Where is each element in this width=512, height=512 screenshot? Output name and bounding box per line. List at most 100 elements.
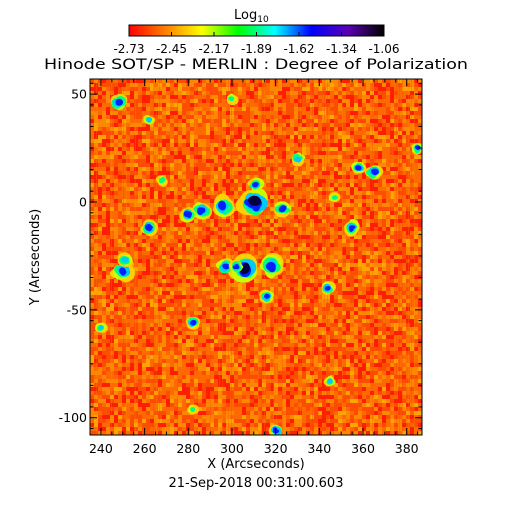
noise-streak [324,79,325,435]
polarization-patch [351,161,367,174]
polarization-patch [328,191,341,203]
patch-blob [218,200,226,210]
noise-streak [159,79,160,435]
noise-streak [282,79,283,435]
noise-streak [414,79,415,435]
patch-blob [121,269,127,275]
noise-streak [264,79,265,435]
patch-blob [147,117,153,122]
polarization-patch [268,424,283,435]
timestamp: 21-Sep-2018 00:31:00.603 [169,476,344,491]
polarization-patch [140,219,158,237]
plot-title: Hinode SOT/SP - MERLIN : Degree of Polar… [44,57,468,73]
y-tick-label: -100 [59,410,87,425]
noise-streak [228,79,229,435]
colorbar-tick-label: -1.06 [368,42,399,56]
polarization-patch [187,404,199,415]
patch-blob [116,99,123,105]
noise-layer [90,79,422,435]
noise-streak [258,79,259,435]
polarization-patch [228,260,244,273]
patch-blob [232,265,239,270]
colorbar-tick-label: -2.73 [113,42,144,56]
patch-blob [229,96,234,102]
patch-blob [99,325,104,329]
polarization-patch [235,187,268,216]
patch-blob [355,165,362,171]
polarization-map [90,79,422,435]
colorbar-tick-label: -2.17 [198,42,229,56]
polarization-patch [192,202,213,220]
patch-blob [187,211,192,217]
polarization-patch [143,114,156,125]
patch-blob [331,195,338,200]
noise-streak [156,79,157,435]
x-tick-label: 240 [89,441,113,456]
x-tick-label: 260 [133,441,157,456]
patch-blob [146,225,152,232]
patch-blob [264,293,269,299]
polarization-patch [323,375,336,387]
polarization-patch [179,206,196,223]
y-tick-label: 50 [71,87,87,102]
polarization-patch [226,93,239,106]
noise-streak [153,79,154,435]
polarization-patch [155,175,168,187]
noise-streak [111,79,112,435]
polarization-patch [344,219,360,237]
patch-blob [242,262,250,274]
noise-streak [210,79,211,435]
noise-streak [411,79,412,435]
x-axis: 240 260 280 300 320 340 360 380 [89,79,419,456]
noise-streak [135,79,136,435]
noise-layer [90,79,422,435]
patch-blob [200,207,206,214]
y-axis: 50 0 -50 -100 [59,82,422,430]
noise-layer [90,79,422,435]
x-tick-label: 280 [176,441,200,456]
polarization-patch [364,165,384,180]
noise-streak [312,79,313,435]
polarization-patch [259,289,274,304]
patch-blob [294,157,301,163]
noise-layer [90,79,422,435]
polarization-patch [291,152,306,167]
x-tick-label: 360 [351,441,375,456]
noise-streak [390,79,391,435]
polarization-patch [110,93,128,110]
patch-blob [248,195,261,205]
y-tick-label: -50 [67,302,87,317]
plot-frame [89,78,423,436]
x-axis-label: X (Arcseconds) [207,457,304,472]
polarization-patch [94,322,108,333]
patch-blob [415,145,420,150]
polarization-patch [185,316,201,330]
x-tick-label: 380 [395,441,419,456]
polarization-patch [411,143,422,155]
noise-streak [402,79,403,435]
polarization-patch [259,252,284,279]
patch-blob [371,169,379,175]
patch-blob [161,176,166,183]
colorbar-label-subscript: 10 [257,15,269,25]
colorbar-ticks: -2.73 -2.45 -2.17 -1.89 -1.62 -1.34 -1.06 [113,32,400,56]
noise-streak [396,79,397,435]
colorbar-tick-label: -1.34 [326,42,357,56]
noise-streak [318,79,319,435]
patch-blob [280,206,286,211]
noise-streak [96,79,97,435]
noise-streak [195,79,196,435]
noise-streak [408,79,409,435]
noise-streak [300,79,301,435]
x-tick-label: 320 [264,441,288,456]
patch-blob [349,225,356,230]
patch-blob [222,263,228,269]
noise-streak [342,79,343,435]
polarization-patch [321,281,336,295]
noise-streak [261,79,262,435]
patch-blob [121,257,127,262]
noise-streak [219,79,220,435]
noise-streak [222,79,223,435]
x-tick-label: 340 [307,441,331,456]
map-polarization-patches [94,93,422,435]
